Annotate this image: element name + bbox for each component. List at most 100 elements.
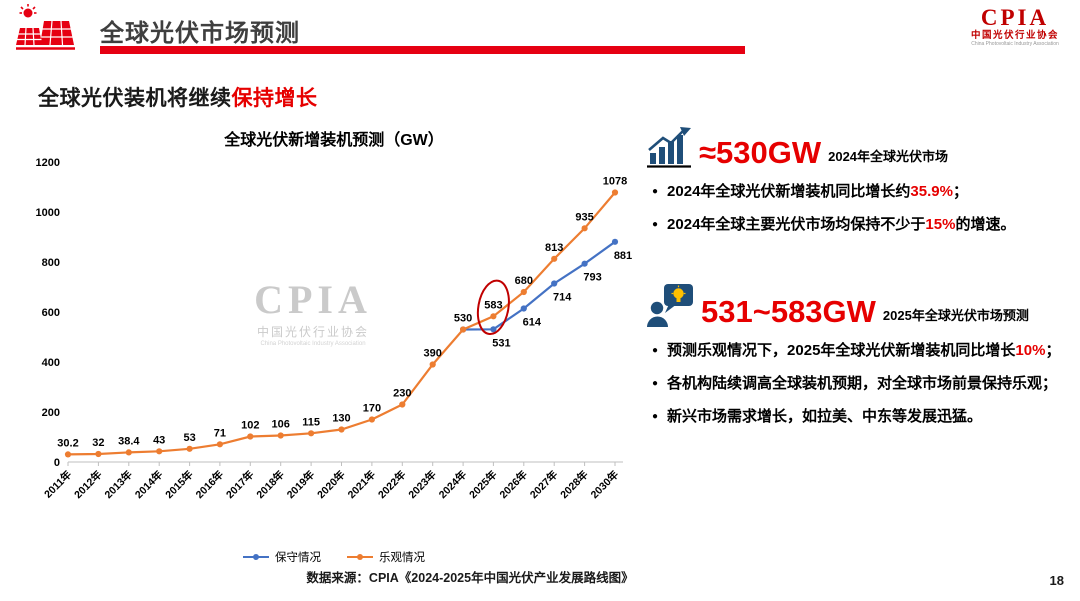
cpia-logo: CPIA 中国光伏行业协会 China Photovoltaic Industr… [960,5,1070,47]
bullet-icon: ● [652,378,659,389]
svg-text:2022年: 2022年 [375,468,408,501]
svg-text:1078: 1078 [603,176,627,188]
person-idea-icon [647,284,693,327]
svg-text:2030年: 2030年 [588,468,621,501]
svg-text:2023年: 2023年 [406,468,439,501]
bullet-text: 预测乐观情况下，2025年全球光伏新增装机同比增长10%； [667,342,1061,359]
svg-text:680: 680 [515,275,533,287]
svg-text:230: 230 [393,388,411,400]
svg-text:71: 71 [214,427,226,439]
bullet-icon: ● [652,411,659,422]
legend-marker-conservative [243,554,269,560]
chart-area: 0 200 400 600 800 1000 1200 2011年 2012年 2013年 2014… [28,154,640,551]
bullet-icon: ● [652,345,659,356]
bullet-list-2024: ● 2024年全球光伏新增装机同比增长约35.9%； ● 2024年全球主要光伏… [652,180,1072,237]
svg-text:583: 583 [484,299,502,311]
svg-text:2017年: 2017年 [223,468,256,501]
svg-text:530: 530 [454,313,472,325]
bullet-text: 2024年全球主要光伏市场均保持不少于15%的增速。 [667,216,1016,233]
svg-text:614: 614 [523,317,542,329]
svg-text:2024年: 2024年 [436,468,469,501]
cpia-logo-chinese-name: 中国光伏行业协会 [970,30,1059,42]
chart-panel: 全球光伏新增装机预测（GW） 0 200 400 600 800 1000 1200 2011… [28,126,640,565]
chart-title: 全球光伏新增装机预测（GW） [224,132,444,149]
slide-subtitle: 全球光伏装机将继续保持增长 [38,82,318,112]
bullet-icon: ● [652,186,659,197]
svg-text:2025年: 2025年 [466,468,499,501]
svg-text:2015年: 2015年 [163,468,196,501]
svg-text:2016年: 2016年 [193,468,226,501]
chart-legend: 保守情况 乐观情况 [28,549,640,565]
svg-text:2026年: 2026年 [497,468,530,501]
svg-text:600: 600 [42,307,60,319]
svg-text:106: 106 [272,419,290,431]
svg-text:2014年: 2014年 [132,468,165,501]
svg-text:813: 813 [545,242,563,254]
legend-label-conservative: 保守情况 [275,552,321,564]
legend-item-conservative: 保守情况 [243,549,321,565]
svg-text:1200: 1200 [36,157,60,169]
caption-2025-forecast: 2025年全球光伏市场预测 [882,308,1029,323]
forecast-line-chart: 0 200 400 600 800 1000 1200 2011年2012年2013年2014… [36,157,633,501]
bullet-text: 各机构陆续调高全球装机预期，对全球市场前景保持乐观； [667,375,1058,392]
caption-2024-market: 2024年全球光伏市场 [828,149,949,164]
svg-text:0: 0 [54,457,60,469]
svg-text:881: 881 [614,250,632,262]
svg-text:1000: 1000 [36,207,60,219]
svg-text:43: 43 [153,434,165,446]
svg-text:390: 390 [424,348,442,360]
svg-text:32: 32 [92,437,104,449]
svg-text:38.4: 38.4 [118,435,140,447]
bullet-item: ● 2024年全球主要光伏市场均保持不少于15%的增速。 [652,213,1072,237]
svg-text:2028年: 2028年 [558,468,591,501]
bullet-item: ● 2024年全球光伏新增装机同比增长约35.9%； [652,180,1072,204]
svg-text:30.2: 30.2 [57,437,78,449]
svg-text:2012年: 2012年 [71,468,104,501]
svg-text:102: 102 [241,420,259,432]
legend-marker-optimistic [347,554,373,560]
bullet-item: ● 预测乐观情况下，2025年全球光伏新增装机同比增长10%； [652,339,1072,363]
svg-text:531: 531 [492,337,510,349]
data-source-note: 数据来源：CPIA《2024-2025年中国光伏产业发展路线图》 [306,571,634,585]
bullet-item: ● 新兴市场需求增长，如拉美、中东等发展迅猛。 [652,405,1072,429]
headline-2024-gw: ≈530GW [699,135,822,170]
subtitle-red-part: 保持增长 [231,87,318,110]
commentary-panel: ≈530GW 2024年全球光伏市场 ● 2024年全球光伏新增装机同比增长约3… [646,126,1072,438]
svg-text:115: 115 [302,416,320,428]
bullet-icon: ● [652,219,659,230]
svg-text:400: 400 [42,357,60,369]
bullet-text: 2024年全球光伏新增装机同比增长约35.9%； [667,183,968,200]
headline-2025-gw: 531~583GW [701,294,876,329]
subtitle-black-part: 全球光伏装机将继续 [38,87,232,110]
svg-text:2011年: 2011年 [41,468,74,501]
svg-text:200: 200 [42,407,60,419]
svg-text:130: 130 [332,413,350,425]
svg-text:2021年: 2021年 [345,468,378,501]
svg-text:53: 53 [183,432,195,444]
cpia-logo-english-name: China Photovoltaic Industry Association [971,40,1059,47]
svg-text:2027年: 2027年 [527,468,560,501]
solar-panel-logo-icon [16,4,75,50]
cpia-logo-acronym: CPIA [980,5,1050,30]
legend-item-optimistic: 乐观情况 [347,549,425,565]
svg-text:170: 170 [363,403,381,415]
legend-label-optimistic: 乐观情况 [379,552,425,564]
block-2025-header: 531~583GW 2025年全球光伏市场预测 [646,283,1072,327]
page-title: 全球光伏市场预测 [100,20,300,47]
growth-chart-icon [647,127,691,168]
svg-text:2020年: 2020年 [314,468,347,501]
svg-text:714: 714 [553,292,572,304]
title-underline-bar [100,46,745,54]
page-number: 18 [1049,573,1064,588]
bullet-text: 新兴市场需求增长，如拉美、中东等发展迅猛。 [667,408,983,425]
bullet-list-2025: ● 预测乐观情况下，2025年全球光伏新增装机同比增长10%； ● 各机构陆续调… [652,339,1072,429]
svg-text:2019年: 2019年 [284,468,317,501]
block-2024-header: ≈530GW 2024年全球光伏市场 [646,126,1072,168]
svg-text:2018年: 2018年 [254,468,287,501]
svg-text:800: 800 [42,257,60,269]
svg-text:2013年: 2013年 [102,468,135,501]
bullet-item: ● 各机构陆续调高全球装机预期，对全球市场前景保持乐观； [652,372,1072,396]
header: 全球光伏市场预测 CPIA 中国光伏行业协会 China Photovoltai… [0,0,1080,64]
svg-text:793: 793 [583,272,601,284]
